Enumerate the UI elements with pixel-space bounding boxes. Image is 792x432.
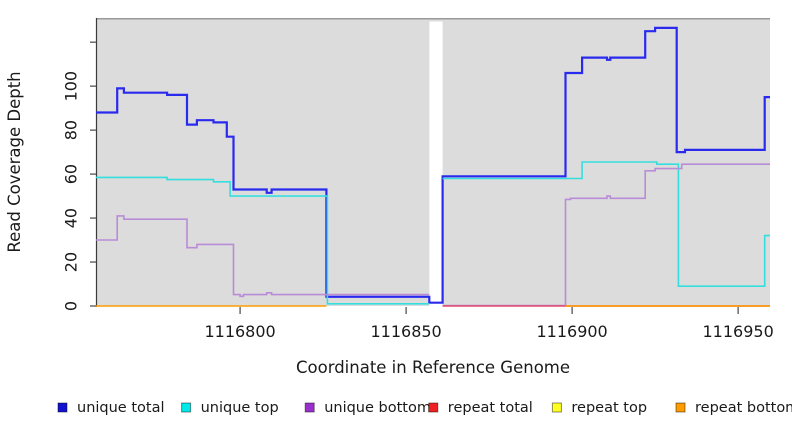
tick-labels: 0 20 40 60 80 100 1116800 1116850 1116900 1116950 — [62, 71, 774, 341]
x-axis-title: Coordinate in Reference Genome — [296, 358, 570, 377]
series-line-unique-top — [442, 161, 770, 287]
plot-panel — [96, 18, 770, 306]
x-tick-label: 1116950 — [702, 322, 773, 341]
y-tick-label: 60 — [62, 164, 81, 184]
series-line-unique-bottom — [96, 215, 430, 298]
axes — [90, 18, 739, 314]
x-tick-label: 1116800 — [204, 322, 275, 341]
legend-label: repeat bottom — [695, 400, 792, 416]
legend-label: repeat total — [448, 400, 533, 416]
legend-swatch — [57, 402, 68, 413]
legend-swatch — [675, 402, 686, 413]
legend-label: unique bottom — [324, 400, 431, 416]
y-tick-label: 100 — [62, 71, 81, 102]
legend-item-unique-top: unique top — [181, 400, 279, 416]
legend-swatch — [428, 402, 439, 413]
legend-label: unique total — [77, 400, 165, 416]
series-line-unique-total — [96, 26, 770, 304]
coverage-lines — [96, 26, 770, 307]
legend-item-unique-total: unique total — [57, 400, 165, 416]
x-tick-label: 1116850 — [370, 322, 441, 341]
legend-item-repeat-bottom: repeat bottom — [675, 400, 792, 416]
y-tick-label: 40 — [62, 208, 81, 228]
y-axis-title: Read Coverage Depth — [5, 71, 24, 252]
no-data-gap — [429, 21, 443, 306]
legend-item-repeat-top: repeat top — [551, 400, 647, 416]
y-tick-label: 80 — [62, 120, 81, 140]
series-line-unique-top — [96, 176, 430, 305]
y-tick-label: 0 — [62, 301, 81, 311]
legend: unique total unique top unique bottom repea… — [57, 400, 792, 416]
x-tick-label: 1116900 — [536, 322, 607, 341]
legend-swatch — [551, 402, 562, 413]
y-tick-label: 20 — [62, 252, 81, 272]
legend-item-unique-bottom: unique bottom — [304, 400, 431, 416]
legend-swatch — [304, 402, 315, 413]
legend-label: repeat top — [571, 400, 647, 416]
legend-item-repeat-total: repeat total — [428, 400, 533, 416]
legend-swatch — [181, 402, 192, 413]
series-line-unique-bottom — [442, 163, 770, 307]
legend-label: unique top — [201, 400, 279, 416]
